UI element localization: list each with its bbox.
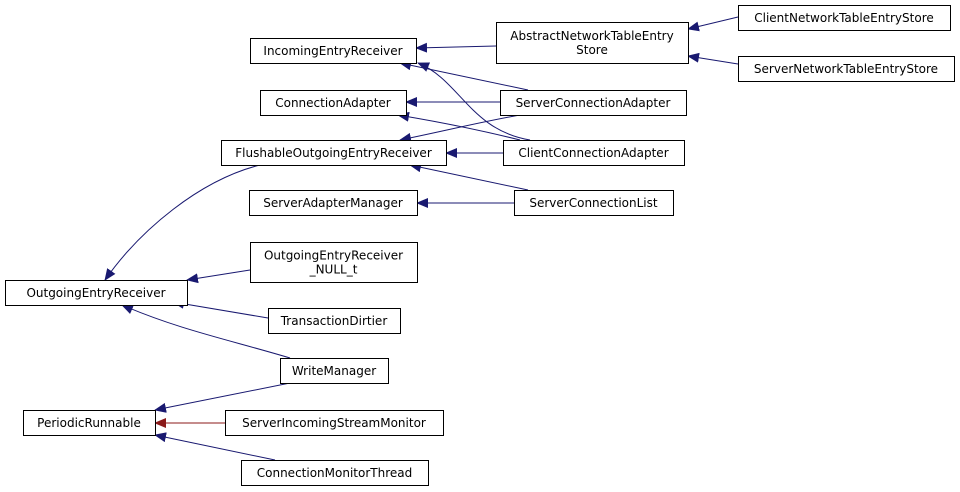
node-box xyxy=(225,410,444,436)
class-node: ClientConnectionAdapter xyxy=(503,140,685,166)
node-label: ServerIncomingStreamMonitor xyxy=(242,416,426,430)
nodes: OutgoingEntryReceiver PeriodicRunnable Inc… xyxy=(5,5,955,486)
node-label: ConnectionAdapter xyxy=(275,96,391,110)
edge xyxy=(687,52,739,65)
node-box xyxy=(250,242,418,283)
node-box xyxy=(241,460,429,486)
class-node: OutgoingEntryReceiver xyxy=(5,280,188,306)
node-label: ClientNetworkTableEntryStore xyxy=(754,11,934,25)
edge xyxy=(417,62,531,141)
edge xyxy=(104,164,261,281)
class-node: PeriodicRunnable xyxy=(23,410,156,436)
edge xyxy=(186,269,251,284)
node-label: ServerNetworkTableEntryStore xyxy=(754,62,938,76)
class-node: ClientNetworkTableEntryStore xyxy=(738,5,951,31)
edge xyxy=(399,114,521,143)
class-node: IncomingEntryReceiver xyxy=(250,38,417,64)
node-label: ServerAdapterManager xyxy=(263,196,403,210)
class-node: TransactionDirtier xyxy=(268,308,401,334)
node-label: Store xyxy=(576,43,608,57)
class-node: OutgoingEntryReceiver_NULL_t xyxy=(250,242,418,283)
node-box xyxy=(738,56,955,82)
node-label: OutgoingEntryReceiver xyxy=(264,249,403,263)
node-box xyxy=(221,140,447,166)
edge xyxy=(415,42,497,53)
node-label: TransactionDirtier xyxy=(280,314,388,328)
node-label: PeriodicRunnable xyxy=(37,416,141,430)
edge xyxy=(154,432,276,461)
edge xyxy=(154,382,291,413)
node-box xyxy=(503,140,685,166)
node-box xyxy=(249,190,418,216)
node-label: WriteManager xyxy=(292,364,376,378)
node-box xyxy=(23,410,156,436)
class-node: ConnectionAdapter xyxy=(260,90,407,116)
node-box xyxy=(5,280,188,306)
edge xyxy=(409,162,529,191)
node-label: ServerConnectionAdapter xyxy=(516,96,671,110)
class-node: ServerConnectionAdapter xyxy=(500,90,687,116)
node-box xyxy=(514,190,674,216)
node-label: ConnectionMonitorThread xyxy=(257,466,412,480)
node-label: IncomingEntryReceiver xyxy=(263,44,402,58)
edges xyxy=(104,16,739,461)
node-box xyxy=(250,38,417,64)
class-node: FlushableOutgoingEntryReceiver xyxy=(221,140,447,166)
edge xyxy=(121,304,291,359)
edge xyxy=(399,60,529,91)
class-node: ServerConnectionList xyxy=(514,190,674,216)
class-node: WriteManager xyxy=(280,358,389,384)
node-label: ServerConnectionList xyxy=(529,196,658,210)
edge xyxy=(397,111,521,141)
node-box xyxy=(268,308,401,334)
edge xyxy=(687,16,739,32)
class-node: ServerNetworkTableEntryStore xyxy=(738,56,955,82)
node-label: _NULL_t xyxy=(309,263,358,277)
edge xyxy=(172,298,269,319)
node-box xyxy=(496,22,689,64)
node-box xyxy=(500,90,687,116)
class-node: ServerIncomingStreamMonitor xyxy=(225,410,444,436)
node-label: ClientConnectionAdapter xyxy=(518,146,668,160)
class-node: ConnectionMonitorThread xyxy=(241,460,429,486)
node-label: FlushableOutgoingEntryReceiver xyxy=(235,146,432,160)
node-label: OutgoingEntryReceiver xyxy=(26,286,165,300)
class-node: ServerAdapterManager xyxy=(249,190,418,216)
node-box xyxy=(280,358,389,384)
node-box xyxy=(260,90,407,116)
node-box xyxy=(738,5,951,31)
node-label: AbstractNetworkTableEntry xyxy=(510,29,673,43)
